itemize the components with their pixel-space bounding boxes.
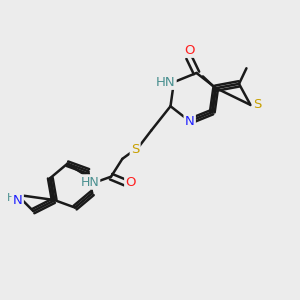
Text: H: H	[6, 194, 15, 203]
Text: S: S	[131, 143, 139, 156]
Text: N: N	[185, 115, 195, 128]
Text: N: N	[13, 194, 22, 207]
Text: HN: HN	[80, 176, 99, 188]
Text: S: S	[253, 98, 261, 112]
Text: O: O	[125, 176, 136, 189]
Text: HN: HN	[156, 76, 176, 88]
Text: O: O	[184, 44, 194, 57]
